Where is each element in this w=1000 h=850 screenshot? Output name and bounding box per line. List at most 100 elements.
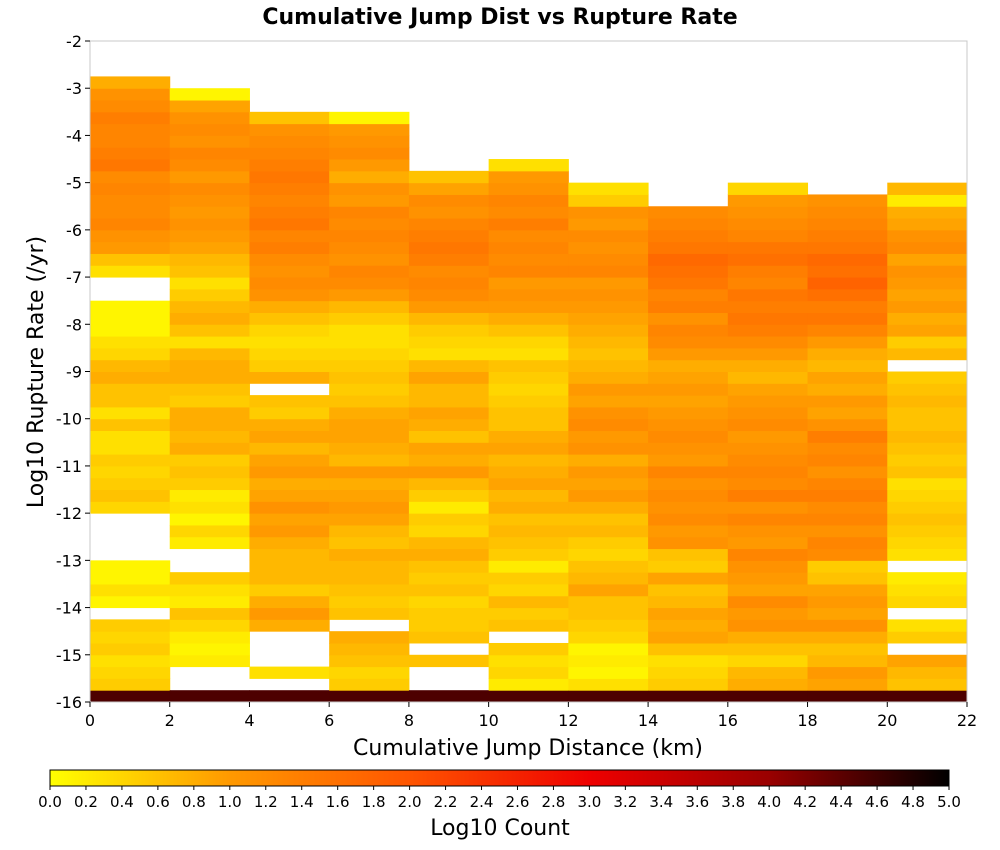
x-tick-label: 14 [638,711,658,730]
heatmap-cell [169,619,250,632]
heatmap-cell [648,430,729,443]
heatmap-cell [648,465,729,479]
heatmap-cell [727,229,809,243]
heatmap-cell [90,406,171,420]
heatmap-cell [568,371,649,384]
heatmap-cell [648,678,729,691]
heatmap-cell [807,312,888,325]
heatmap-cell [329,406,410,420]
heatmap-cell [329,595,410,609]
heatmap-cell [727,678,809,691]
heatmap-cell [727,442,809,455]
y-tick-label: -13 [56,551,82,570]
heatmap-cell [329,607,410,620]
heatmap-cell [727,371,809,384]
heatmap-cell [648,654,729,668]
heatmap-cell [169,100,250,113]
heatmap-cell [329,631,410,644]
heatmap-cell [90,253,171,266]
heatmap-cell [488,548,569,561]
heatmap-cell [249,288,330,302]
heatmap-cell [648,454,729,467]
heatmap-cell [727,607,809,620]
heatmap-cell [887,300,968,313]
heatmap-cell [807,477,888,491]
heatmap-cell [329,206,410,219]
heatmap-cell [488,666,569,679]
heatmap-cell [90,583,171,597]
heatmap-cell [887,312,968,325]
heatmap-cell [887,371,968,384]
heatmap-cell [169,371,250,384]
heatmap-cell [408,489,490,502]
x-tick-label: 18 [797,711,817,730]
heatmap-cell [807,678,888,691]
heatmap-cell [488,513,569,526]
heatmap-cell [488,194,569,207]
colorbar-tick-label: 2.8 [542,793,566,811]
heatmap-cell [329,418,410,432]
heatmap-cell [408,465,490,479]
heatmap-cell [408,218,490,231]
heatmap-cell [90,336,171,349]
heatmap-cell [807,454,888,467]
heatmap-cell [568,454,649,467]
heatmap-cell [488,206,569,219]
heatmap-cell [90,489,171,502]
heatmap-cell [169,229,250,243]
heatmap-cell [568,383,649,396]
heatmap-cell [648,442,729,455]
heatmap-cell [727,501,809,514]
heatmap-cell [568,277,649,290]
heatmap-cell [90,100,171,113]
heatmap-cell [807,300,888,313]
heatmap-cell [329,430,410,443]
heatmap-cell [807,218,888,231]
heatmap-cell [408,513,490,526]
heatmap-cell [648,548,729,561]
heatmap-cell [887,536,968,550]
heatmap-cell [90,265,171,278]
heatmap-cell [648,418,729,432]
heatmap-cell [90,666,171,679]
heatmap-cell [329,135,410,148]
heatmap-cell [249,607,330,620]
heatmap-cell [249,359,330,372]
heatmap-cell [249,418,330,432]
heatmap-cell [568,312,649,325]
heatmap-cell [90,572,171,585]
heatmap-cell [807,572,888,585]
heatmap-cell [90,595,171,609]
colorbar-tick-label: 3.4 [649,793,673,811]
heatmap-cell [249,690,330,703]
x-axis-ticks: 0 2 4 6 8 10 12 14 16 18 20 22 [85,702,977,730]
heatmap-cell [408,206,490,219]
heatmap-cell [488,359,569,372]
heatmap-cell [90,206,171,219]
heatmap-cell [408,501,490,514]
colorbar-tick-label: 4.2 [793,793,817,811]
heatmap-cell [727,182,809,195]
heatmap-cell [329,336,410,349]
heatmap-cell [807,253,888,266]
heatmap-cell [408,560,490,573]
heatmap-cell [408,324,490,337]
heatmap-cell [408,383,490,396]
heatmap-cell [887,182,968,195]
heatmap-cell [249,560,330,573]
heatmap-cell [90,477,171,491]
heatmap-cell [488,690,569,703]
heatmap-cell [169,300,250,313]
heatmap-cell [329,454,410,467]
colorbar-tick-label: 0.8 [182,793,206,811]
heatmap-cell [249,406,330,420]
heatmap-cell [169,383,250,396]
heatmap-cell [887,383,968,396]
heatmap-cell [249,595,330,609]
heatmap-cell [249,111,330,125]
chart-title: Cumulative Jump Dist vs Rupture Rate [262,5,737,30]
heatmap-cell [329,513,410,526]
heatmap-cell [488,595,569,609]
heatmap-cell [568,206,649,219]
heatmap-cell [408,430,490,443]
